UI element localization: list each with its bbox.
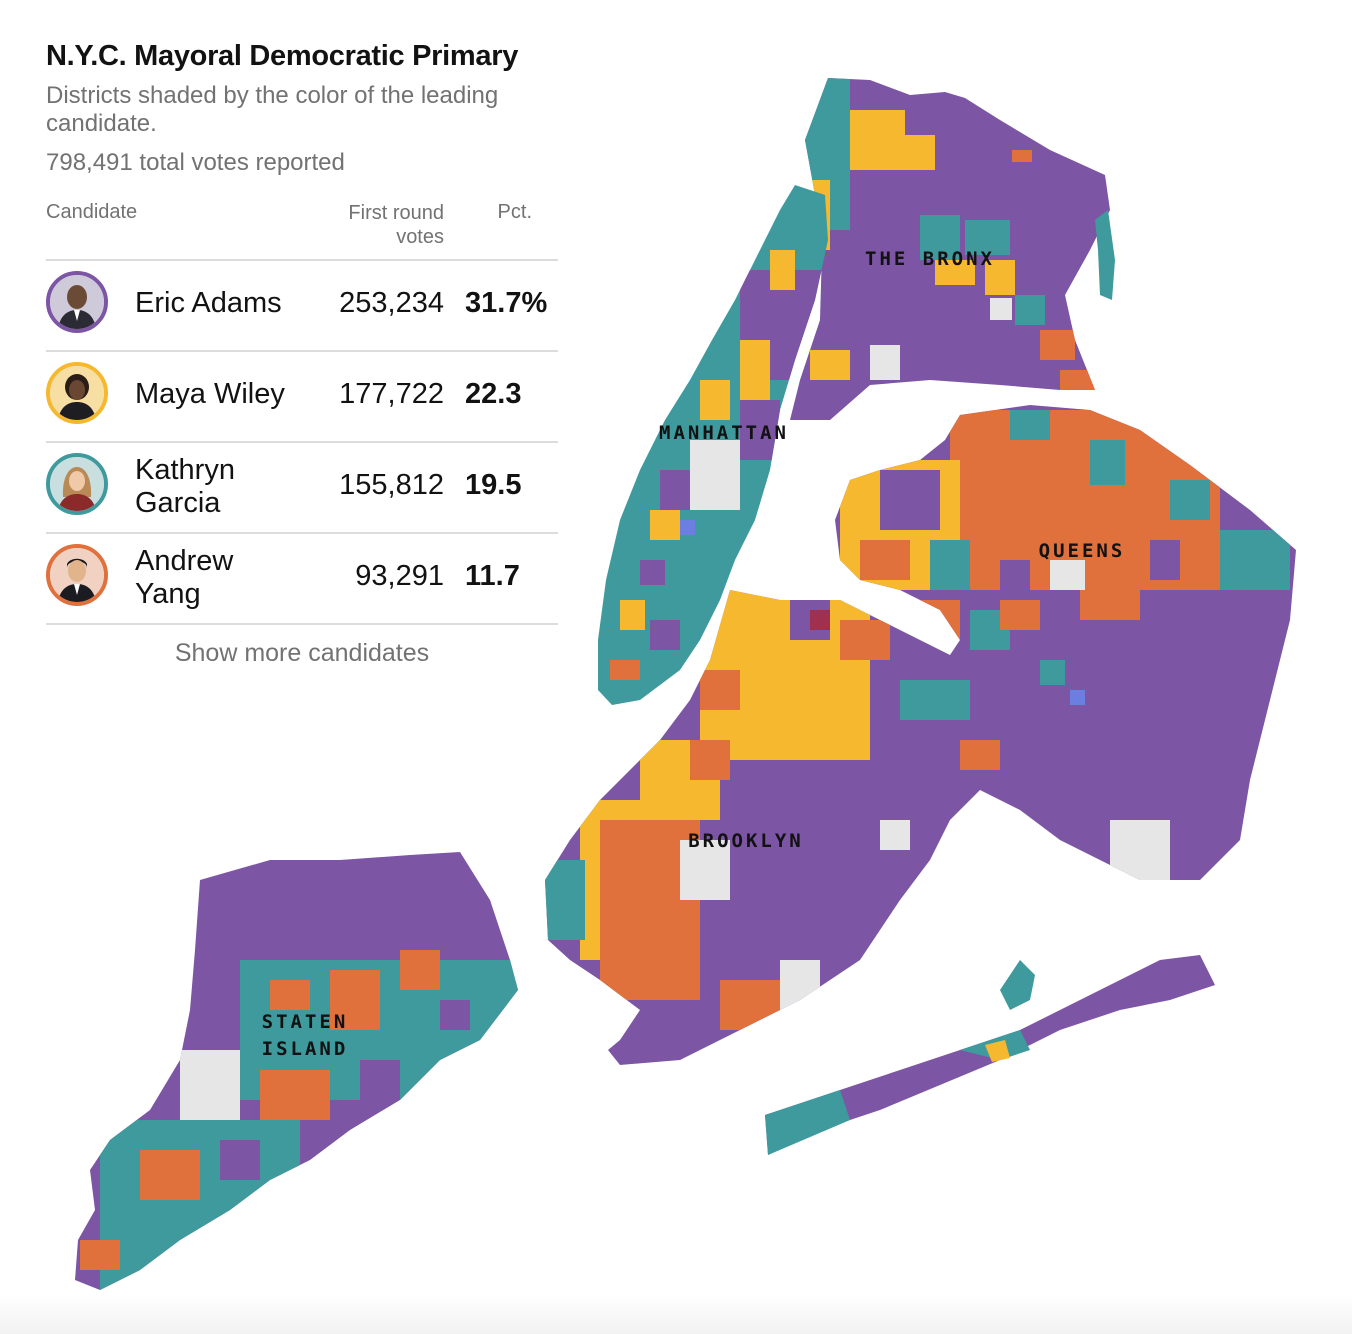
avatar: [46, 362, 108, 424]
candidate-pct: 19.5: [465, 469, 522, 501]
label-manhattan: MANHATTAN: [659, 422, 789, 444]
label-queens: QUEENS: [1039, 540, 1126, 562]
show-more-candidates-button[interactable]: Show more candidates: [174, 639, 430, 667]
person-icon: [50, 275, 104, 329]
person-icon: [50, 366, 104, 420]
person-icon: [50, 548, 104, 602]
candidate-pct: 22.3: [465, 378, 522, 410]
candidate-name: Eric Adams: [135, 287, 282, 319]
staten-island-region: [75, 852, 518, 1290]
candidate-pct: 31.7%: [465, 287, 548, 319]
candidate-row: Maya Wiley 177,722 22.3: [46, 352, 558, 443]
bronx-region: [790, 78, 1115, 420]
avatar: [46, 271, 108, 333]
brooklyn-region: [545, 590, 1060, 1065]
candidate-name-line2: Garcia: [135, 487, 221, 519]
rockaway-region: [765, 955, 1215, 1155]
table-header: Candidate First round votes Pct.: [46, 199, 558, 261]
avatar: [46, 544, 108, 606]
header-votes: First round votes: [348, 201, 444, 249]
bottom-fade: [0, 1294, 1352, 1334]
candidate-votes: 253,234: [339, 287, 444, 319]
person-icon: [50, 457, 104, 511]
header-votes-line2: votes: [396, 226, 444, 248]
label-staten-island-line1: STATEN: [262, 1011, 349, 1033]
candidate-votes: 155,812: [339, 469, 444, 501]
page-title: N.Y.C. Mayoral Democratic Primary: [46, 40, 519, 72]
candidate-row: Eric Adams 253,234 31.7%: [46, 261, 558, 352]
candidate-name: Kathryn Garcia: [135, 454, 235, 520]
candidate-name-line1: Kathryn: [135, 454, 235, 486]
candidate-name: Maya Wiley: [135, 378, 285, 410]
results-panel: N.Y.C. Mayoral Democratic Primary Distri…: [46, 38, 558, 668]
candidate-votes: 93,291: [355, 560, 444, 592]
manhattan-region: [598, 185, 828, 705]
total-votes: 798,491 total votes reported: [46, 149, 345, 176]
candidate-name: Andrew Yang: [135, 545, 233, 611]
header-candidate: Candidate: [46, 201, 138, 223]
avatar: [46, 453, 108, 515]
candidate-row: Andrew Yang 93,291 11.7: [46, 534, 558, 625]
label-brooklyn: BROOKLYN: [688, 830, 804, 852]
label-staten-island-line2: ISLAND: [262, 1038, 349, 1060]
header-votes-line1: First round: [348, 202, 444, 224]
candidate-name-line2: Yang: [135, 578, 201, 610]
label-bronx: THE BRONX: [865, 248, 995, 270]
candidate-row: Kathryn Garcia 155,812 19.5: [46, 443, 558, 534]
candidate-pct: 11.7: [465, 560, 520, 592]
candidate-votes: 177,722: [339, 378, 444, 410]
candidate-name-line1: Andrew: [135, 545, 234, 577]
map-subtitle: Districts shaded by the color of the lea…: [46, 82, 499, 137]
header-pct: Pct.: [497, 201, 532, 223]
